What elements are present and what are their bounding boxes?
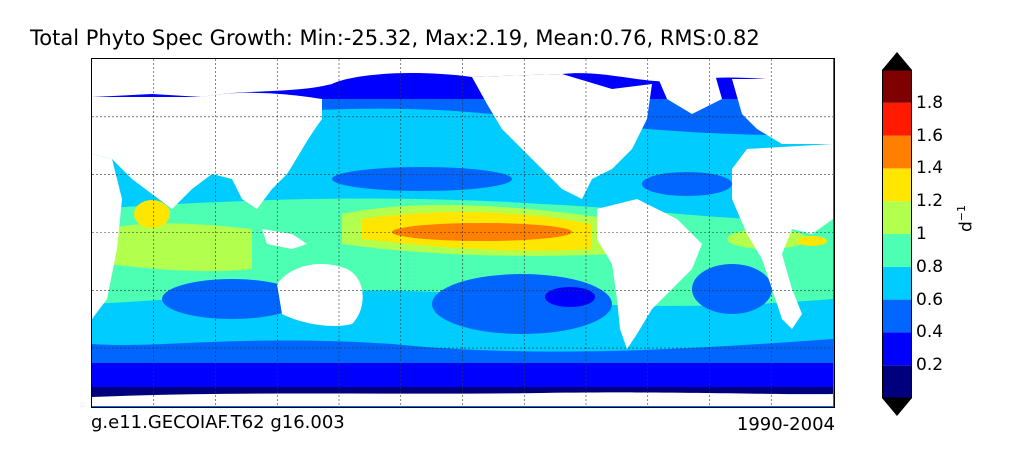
colorbar-tick-label: 1.8 [916,92,944,113]
land-south-america [597,199,702,349]
map-canvas [92,59,833,406]
south-atlantic-gyre [692,264,772,314]
gulf-guinea-gold [797,236,827,246]
colorbar-frame [882,69,912,399]
land-australia [277,264,363,326]
colorbar-segment [882,266,912,300]
colorbar-segment [882,299,912,333]
land-europe [732,79,833,144]
colorbar-segment [882,365,912,398]
land-indonesia [262,229,307,249]
north-pacific-gyre [332,167,512,191]
graticule [92,59,833,406]
land-asia [92,92,322,209]
colorbar-segment [882,168,912,202]
year-range: 1990-2004 [736,414,835,435]
pacific-upwelling-orange [392,223,572,241]
land-africa-east [92,154,122,319]
indian-ocean-green [107,223,252,272]
indian-ocean-gyre [162,279,302,319]
colorbar-segment [882,102,912,136]
land-africa [732,144,833,329]
colorbar-extend-bottom [882,398,912,416]
growth-map [91,58,835,408]
colorbar-segment [882,135,912,169]
colorbar-segment [882,70,912,103]
colorbar [882,52,912,416]
colorbar-tick-label: 1.4 [916,158,944,179]
map-title: Total Phyto Spec Growth: Min:-25.32, Max… [30,26,760,50]
colorbar-tick-label: 0.4 [916,322,944,343]
colorbar-segment [882,332,912,366]
colorbar-tick-label: 1 [916,224,927,244]
land-greenland [652,64,722,114]
unit-base: d [956,221,977,232]
south-pacific-core [545,287,595,307]
colorbar-segment [882,201,912,234]
colorbar-segment [882,234,912,267]
unit-exponent: −1 [955,204,968,222]
land-north-america [472,74,652,199]
colorbar-tick-label: 1.2 [916,191,944,212]
case-name: g.e11.GECOIAF.T62 g16.003 [91,412,345,433]
colorbar-tick-label: 0.8 [916,256,944,277]
colorbar-tick-label: 0.2 [916,355,944,376]
colorbar-extend-top [882,52,912,70]
north-atlantic-gyre [642,172,732,196]
colorbar-tick-label: 1.6 [916,125,944,146]
colorbar-unit: d−1 [955,205,977,232]
colorbar-tick-label: 0.6 [916,289,944,310]
arabian-sea-yellow [134,200,170,228]
